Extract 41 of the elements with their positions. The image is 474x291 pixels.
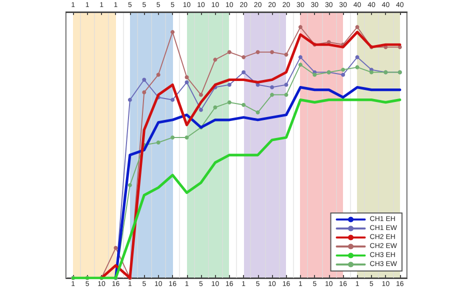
point [355,25,360,30]
point [213,58,218,62]
point [170,135,175,140]
point [114,246,118,250]
point [298,55,302,60]
point [184,80,189,84]
point [284,82,288,87]
point [128,98,132,102]
point [298,62,302,67]
point [128,183,132,188]
point [242,55,246,60]
point [170,30,175,34]
point [242,70,246,74]
point [369,70,374,74]
point [355,65,360,70]
point [213,105,218,110]
point [227,82,232,87]
point [142,90,146,94]
point [227,100,232,104]
point [270,85,274,90]
point [312,72,317,77]
point [256,110,260,114]
point [198,108,203,112]
point [270,50,274,54]
point [184,75,189,80]
point [341,72,346,77]
point [256,50,260,54]
point [270,92,274,97]
point [198,92,203,97]
point [156,72,160,77]
point [284,52,288,57]
point [227,50,232,54]
point [184,135,189,140]
point [298,25,302,30]
point [156,140,160,144]
point [142,78,146,82]
point [284,92,288,97]
point [355,55,360,60]
point [242,102,246,107]
point [341,68,346,72]
point [170,98,175,102]
